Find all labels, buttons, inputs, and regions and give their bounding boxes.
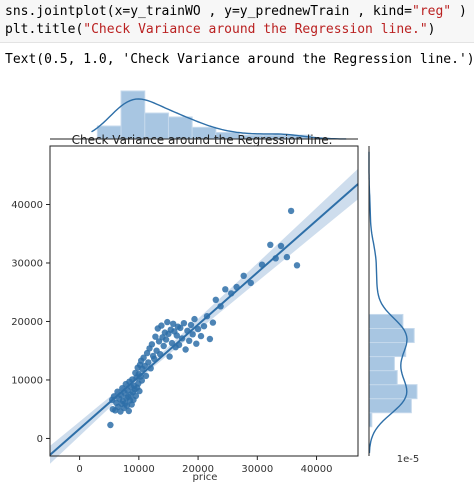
scatter-point bbox=[189, 331, 196, 338]
y-tick-label: 20000 bbox=[11, 317, 43, 328]
scatter-point bbox=[193, 340, 200, 347]
x-kde-curve bbox=[91, 98, 347, 140]
scatter-point bbox=[168, 339, 176, 347]
scatter-point bbox=[283, 253, 291, 261]
scatter-point bbox=[177, 324, 184, 332]
code-line-1: sns.jointplot(x=y_trainWO , y=y_prednewT… bbox=[5, 4, 467, 19]
x-tick-label: 20000 bbox=[182, 464, 214, 475]
scatter-point bbox=[212, 296, 219, 303]
top-marginal-axes bbox=[50, 90, 358, 140]
y-hist-bar bbox=[368, 384, 418, 400]
scatter-point bbox=[197, 332, 205, 340]
joint-plot-main-axes: 0 10000 20000 30000 40000 0 10000 20000 30000 400… bbox=[11, 145, 359, 475]
main-axes-frame bbox=[49, 145, 359, 457]
scatter-point bbox=[143, 349, 151, 357]
scatter-point bbox=[142, 372, 150, 380]
scatter-point bbox=[187, 321, 195, 329]
scatter-point bbox=[191, 315, 198, 323]
x-tick-label: 40000 bbox=[301, 464, 333, 475]
scatter-point bbox=[267, 241, 274, 248]
y-hist-bar bbox=[368, 342, 407, 358]
scatter-point bbox=[247, 279, 254, 287]
scatter-point bbox=[132, 392, 140, 399]
scatter-point bbox=[140, 354, 147, 361]
output-text: Text(0.5, 1.0, 'Check Variance around th… bbox=[5, 52, 474, 67]
scatter-point bbox=[194, 325, 202, 333]
scatter-point bbox=[182, 346, 189, 353]
scatter-point bbox=[206, 335, 214, 343]
scatter-point bbox=[107, 421, 114, 429]
x-tick-label: 30000 bbox=[241, 464, 273, 475]
scatter-point bbox=[138, 377, 145, 384]
y-hist-bar bbox=[368, 370, 398, 386]
joint-plot: 0 10000 20000 30000 40000 0 10000 20000 30000 400… bbox=[11, 90, 420, 483]
y-kde-curve bbox=[368, 151, 408, 454]
regression-line bbox=[49, 183, 359, 456]
scatter-point bbox=[222, 286, 229, 293]
scatter-point bbox=[166, 353, 173, 360]
right-marginal-axes bbox=[368, 146, 418, 456]
x-tick-label: 0 bbox=[76, 464, 82, 475]
code-line-2: plt.title("Check Variance around the Reg… bbox=[5, 22, 436, 37]
scatter-point bbox=[287, 207, 295, 215]
scatter-point bbox=[145, 359, 152, 366]
y-tick-label: 10000 bbox=[11, 375, 43, 386]
scatter-point bbox=[173, 332, 180, 339]
y-hist-bar bbox=[368, 398, 412, 414]
scatter-point bbox=[136, 387, 143, 395]
code-cell[interactable]: sns.jointplot(x=y_trainWO , y=y_prednewT… bbox=[0, 0, 474, 43]
scatter-point bbox=[148, 341, 156, 348]
y-tick-label: 30000 bbox=[11, 258, 43, 269]
scatter-point bbox=[164, 318, 171, 326]
scatter-point bbox=[160, 342, 167, 350]
scatter-point bbox=[170, 320, 177, 327]
scatter-point bbox=[152, 333, 159, 340]
scatter-point bbox=[125, 407, 132, 415]
scatter-point bbox=[200, 323, 208, 330]
y-hist-bar bbox=[368, 356, 395, 372]
scatter-point bbox=[209, 319, 217, 326]
x-hist-bar bbox=[120, 90, 146, 140]
scatter-point bbox=[158, 322, 165, 329]
scatter-point bbox=[293, 262, 301, 269]
scatter-point bbox=[180, 320, 188, 327]
x-tick-label: 10000 bbox=[123, 464, 155, 475]
chart-title: Check Variance around the Regression lin… bbox=[72, 133, 333, 147]
scatter-point bbox=[162, 336, 170, 343]
scatter-point bbox=[186, 337, 193, 344]
y-tick-label: 0 bbox=[37, 434, 43, 445]
scatter-point bbox=[277, 242, 285, 250]
y-tick-label: 40000 bbox=[11, 200, 43, 211]
x-axis-label: price bbox=[193, 472, 218, 483]
marginal-scale-label: 1e-5 bbox=[397, 454, 420, 465]
scatter-point bbox=[240, 272, 247, 279]
